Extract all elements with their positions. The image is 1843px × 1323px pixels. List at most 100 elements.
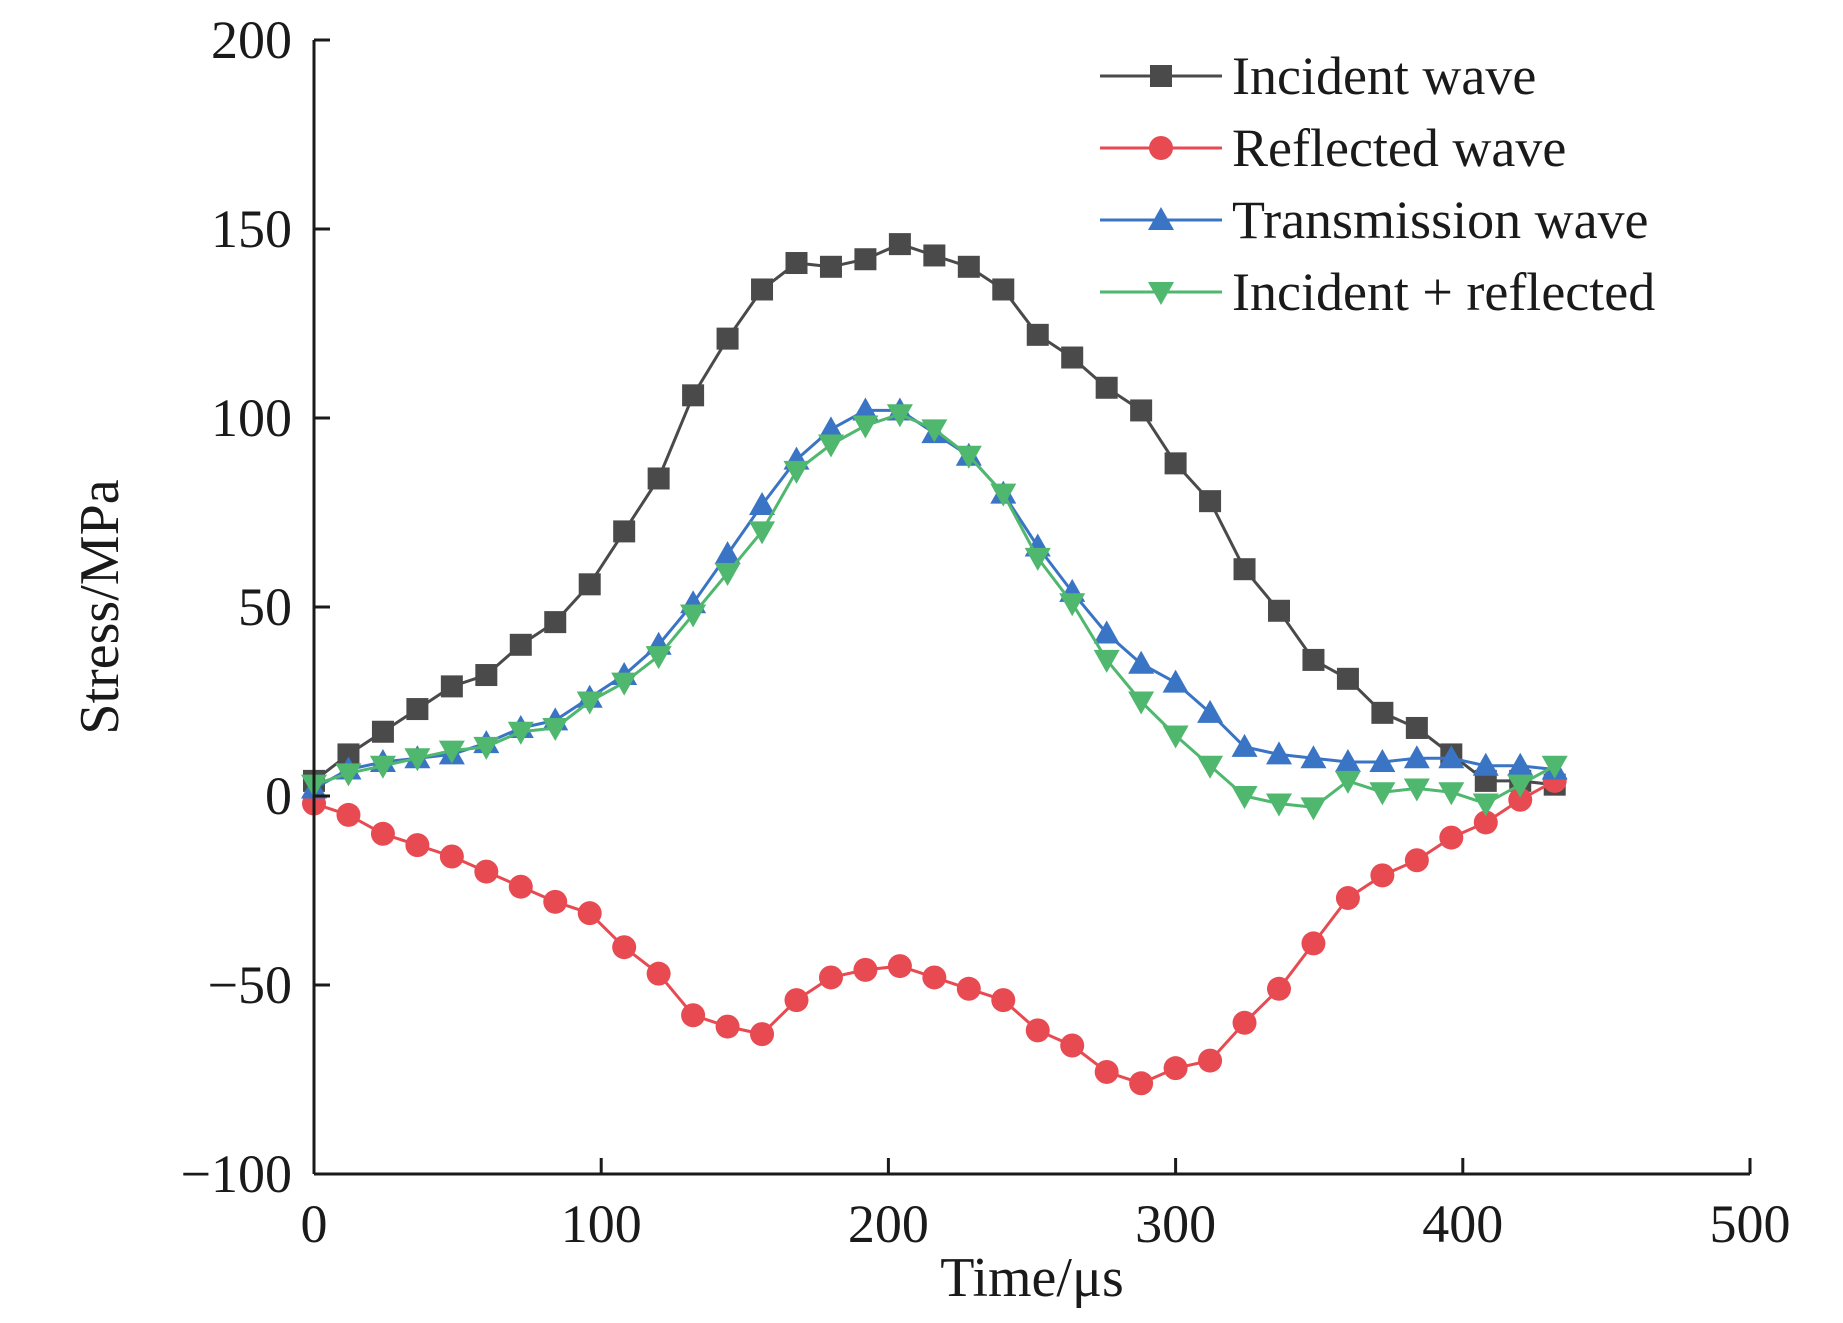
data-point: [1369, 748, 1396, 772]
data-point: [1199, 490, 1222, 513]
data-point: [887, 954, 912, 979]
data-point: [369, 755, 396, 779]
legend-label: Transmission wave: [1232, 190, 1649, 250]
data-point: [1300, 745, 1327, 769]
data-point: [1335, 886, 1360, 911]
data-point: [1403, 745, 1430, 769]
data-point: [406, 698, 429, 721]
data-point: [715, 1014, 740, 1039]
y-ticks: −100 −50 0 50 100 150 200: [181, 10, 330, 1204]
series-line: [313, 408, 1555, 790]
x-ticks: 0 100 200 300 400 500: [301, 1158, 1791, 1254]
y-axis-title: Stress/MPa: [69, 479, 131, 734]
data-point: [1093, 620, 1120, 644]
data-point: [1162, 725, 1189, 749]
data-point: [1095, 376, 1118, 399]
data-point: [1232, 1010, 1257, 1035]
legend-item: Transmission wave: [1100, 190, 1649, 250]
data-point: [1336, 667, 1359, 690]
data-point: [335, 763, 362, 787]
data-point: [817, 416, 844, 440]
data-point: [613, 520, 636, 543]
x-tick-label: 0: [301, 1194, 328, 1254]
data-point: [543, 889, 568, 914]
data-point: [611, 672, 638, 696]
data-point: [922, 965, 947, 990]
legend-label: Incident + reflected: [1232, 262, 1655, 322]
data-point: [405, 833, 430, 858]
data-point: [1472, 793, 1499, 817]
data-point: [749, 491, 776, 515]
data-point: [1473, 810, 1498, 835]
legend-label: Incident wave: [1232, 46, 1536, 106]
data-point: [475, 664, 498, 687]
axes: 0 100 200 300 400 500 −100 −50 0 50 100 150 200: [181, 10, 1791, 1254]
data-point: [1267, 599, 1290, 622]
data-point: [1302, 648, 1325, 671]
data-point: [990, 483, 1017, 507]
data-point: [783, 460, 810, 484]
plot-area: [301, 233, 1568, 1096]
data-point: [1025, 1018, 1050, 1043]
legend-marker: [1148, 282, 1174, 305]
data-point: [507, 721, 534, 745]
data-point: [1198, 1048, 1223, 1073]
series-line: [313, 779, 1556, 1085]
y-tick-label: −100: [181, 1144, 292, 1204]
data-point: [1162, 669, 1189, 693]
data-point: [714, 541, 741, 565]
data-point: [886, 404, 913, 428]
data-point: [508, 874, 533, 899]
data-point: [1300, 797, 1327, 821]
data-point: [576, 691, 603, 715]
x-axis-title: Time/μs: [940, 1247, 1124, 1309]
data-point: [1439, 825, 1464, 850]
data-point: [1438, 745, 1465, 769]
data-point: [370, 821, 395, 846]
data-point: [1266, 976, 1291, 1001]
data-point: [1129, 1071, 1154, 1096]
data-point: [852, 415, 879, 439]
data-point: [1301, 931, 1326, 956]
data-point: [473, 736, 500, 760]
data-point: [1404, 848, 1429, 873]
data-point: [785, 252, 808, 275]
data-point: [1059, 593, 1086, 617]
data-point: [647, 467, 670, 490]
data-point: [474, 859, 499, 884]
x-tick-label: 500: [1710, 1194, 1791, 1254]
data-point: [337, 743, 360, 766]
legend-item: Reflected wave: [1100, 118, 1566, 178]
data-point: [1093, 649, 1120, 673]
data-point: [440, 675, 463, 698]
data-point: [544, 611, 567, 634]
data-point: [1197, 755, 1224, 779]
data-point: [1438, 782, 1465, 806]
y-tick-label: 100: [211, 388, 292, 448]
data-point: [853, 957, 878, 982]
data-point: [1508, 787, 1533, 812]
data-point: [438, 740, 465, 764]
data-point: [404, 748, 431, 772]
series-reflected-wave: [302, 768, 1567, 1096]
data-point: [1472, 752, 1499, 776]
data-point: [578, 573, 601, 596]
data-point: [749, 521, 776, 545]
data-point: [854, 248, 877, 271]
data-point: [612, 935, 637, 960]
y-tick-label: −50: [208, 955, 292, 1015]
data-point: [888, 233, 911, 256]
data-point: [852, 397, 879, 421]
data-point: [1163, 1056, 1188, 1081]
data-point: [371, 720, 394, 743]
data-point: [439, 844, 464, 869]
data-point: [681, 1003, 706, 1028]
legend: Incident wave Reflected wave Transmission …: [1100, 46, 1655, 322]
data-point: [1128, 691, 1155, 715]
y-tick-label: 150: [211, 199, 292, 259]
data-point: [921, 419, 948, 443]
series-line: [313, 412, 1556, 809]
data-point: [1094, 1059, 1119, 1084]
data-point: [1403, 778, 1430, 802]
